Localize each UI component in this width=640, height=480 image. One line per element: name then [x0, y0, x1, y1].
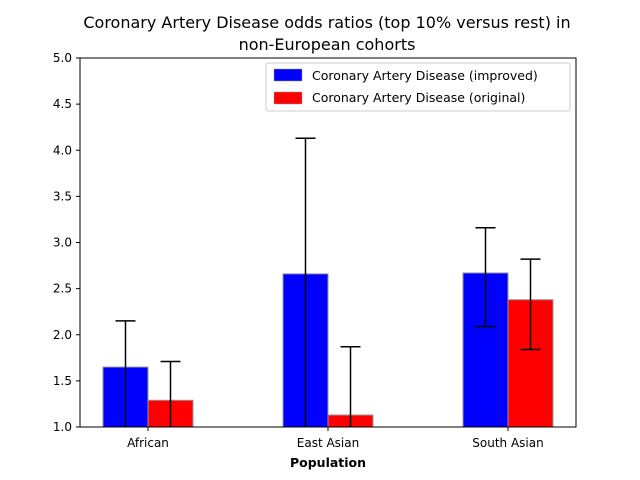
y-tick-label: 5.0	[53, 51, 72, 65]
y-tick-label: 2.0	[53, 328, 72, 342]
y-tick-label: 3.5	[53, 189, 72, 203]
x-axis: African East Asian South Asian	[127, 427, 544, 450]
chart-title-line-1: Coronary Artery Disease odds ratios (top…	[83, 13, 570, 32]
y-tick-label: 2.5	[53, 282, 72, 296]
legend: Coronary Artery Disease (improved) Coron…	[265, 62, 571, 112]
chart-title-line-2: non-European cohorts	[239, 35, 416, 54]
error-bars-group	[115, 137, 541, 427]
legend-label-original: Coronary Artery Disease (original)	[312, 90, 525, 105]
y-tick-label: 1.0	[53, 420, 72, 434]
x-tick-label: East Asian	[297, 436, 359, 450]
legend-swatch-improved	[273, 68, 303, 82]
y-tick-label: 4.0	[53, 143, 72, 157]
y-tick-label: 3.0	[53, 236, 72, 250]
y-tick-label: 1.5	[53, 374, 72, 388]
legend-swatch-original	[273, 91, 303, 105]
legend-box	[265, 62, 571, 112]
y-tick-label: 4.5	[53, 97, 72, 111]
x-tick-label: African	[127, 436, 169, 450]
x-axis-label: Population	[290, 455, 366, 470]
x-tick-label: South Asian	[472, 436, 543, 450]
legend-label-improved: Coronary Artery Disease (improved)	[312, 68, 538, 83]
y-axis: 1.0 1.5 2.0 2.5 3.0 3.5 4.0 4.5 5.0	[53, 51, 80, 434]
